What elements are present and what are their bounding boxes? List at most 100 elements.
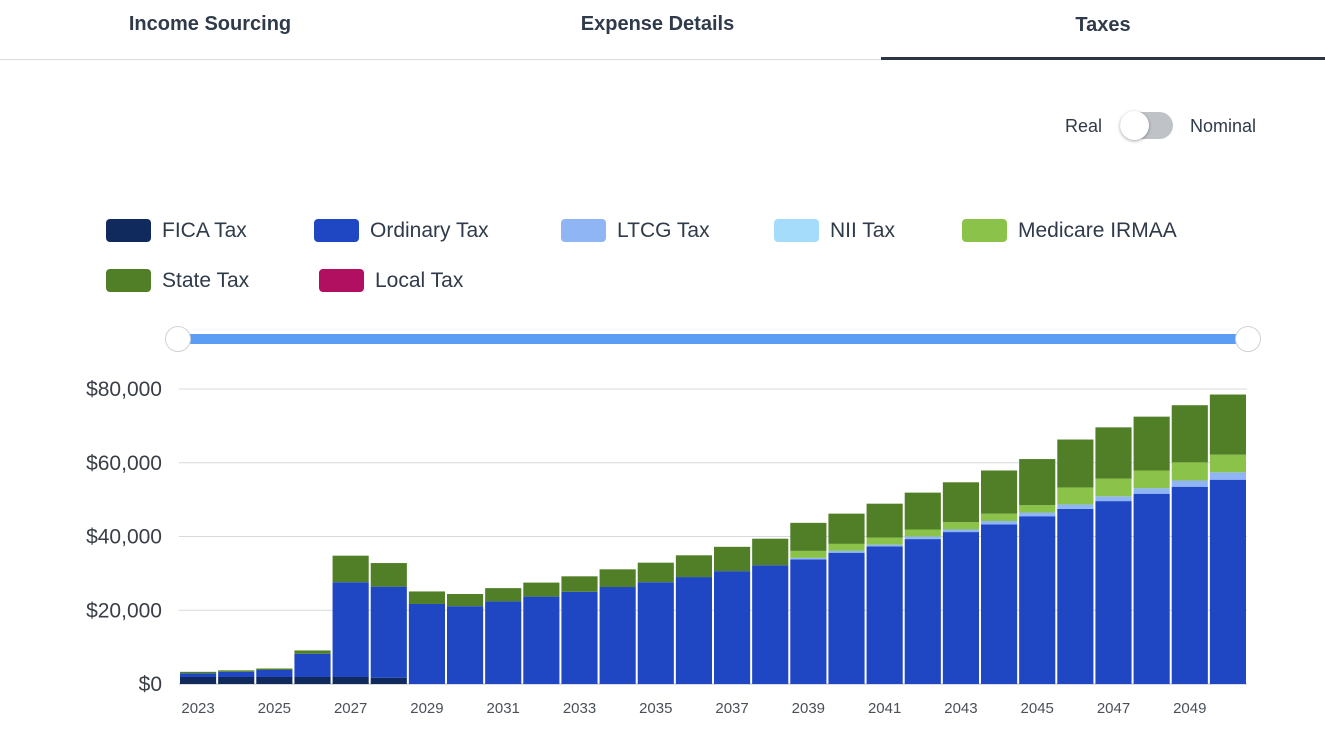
bar-segment-state-tax-2029: [408, 591, 445, 604]
x-axis: 2023 2025 2027 2029 2031 2033 2035 2037 2039 2041…: [181, 700, 1206, 717]
legend-swatch: [106, 219, 151, 242]
bar-segment-state-tax-2040: [828, 513, 865, 544]
legend-label: State Tax: [162, 269, 250, 292]
legend-label: Local Tax: [375, 269, 464, 292]
switch-knob: [1120, 111, 1149, 140]
bar-segment-state-tax-2041: [866, 503, 903, 538]
bar-segment-ordinary-tax-2049: [1171, 486, 1208, 684]
bar-segment-ordinary-tax-2030: [447, 606, 484, 684]
x-tick-label: 2047: [1097, 700, 1130, 717]
bar-segment-state-tax-2048: [1133, 416, 1170, 471]
bar-segment-ordinary-tax-2046: [1057, 508, 1094, 684]
legend-swatch: [319, 269, 364, 292]
bar-segment-ltcg-tax-2040: [828, 550, 865, 553]
x-tick-label: 2023: [181, 700, 214, 717]
bar-segment-medicare-irmaa-2046: [1057, 487, 1094, 505]
bar-segment-ltcg-tax-2043: [942, 529, 979, 533]
tab-taxes[interactable]: Taxes: [881, 0, 1325, 60]
bar-segment-medicare-irmaa-2045: [1019, 505, 1056, 513]
x-tick-label: 2041: [868, 700, 901, 717]
bar-segment-medicare-irmaa-2048: [1133, 470, 1170, 489]
x-tick-label: 2035: [639, 700, 672, 717]
bar-segment-ltcg-tax-2041: [866, 544, 903, 547]
legend-label: LTCG Tax: [617, 219, 710, 242]
nominal-label: Nominal: [1190, 116, 1257, 136]
tax-bar-chart: $0$20,000$40,000$60,000$80,000 2023 2025 2…: [86, 378, 1247, 717]
bar-segment-ltcg-tax-2046: [1057, 504, 1094, 509]
tab-income-sourcing[interactable]: Income Sourcing: [128, 13, 292, 35]
bar-segment-ordinary-tax-2032: [523, 596, 560, 684]
bar-segment-state-tax-2036: [675, 555, 712, 578]
bar-segment-state-tax-2026: [294, 650, 331, 654]
bar-segment-state-tax-2033: [561, 576, 598, 592]
bar-segment-state-tax-2043: [942, 482, 979, 523]
bar-segment-medicare-irmaa-2050: [1209, 454, 1246, 473]
bar-segment-ltcg-tax-2049: [1171, 480, 1208, 487]
y-tick-label: $40,000: [86, 526, 162, 549]
bar-segment-state-tax-2027: [332, 555, 369, 583]
x-tick-label: 2031: [487, 700, 520, 717]
chart-bars: [180, 394, 1246, 684]
bar-segment-state-tax-2028: [370, 563, 407, 587]
tab-expense-details[interactable]: Expense Details: [580, 13, 735, 35]
bar-segment-fica-tax-2024: [218, 676, 255, 684]
bar-segment-state-tax-2034: [599, 569, 636, 588]
bar-segment-fica-tax-2027: [332, 676, 369, 684]
x-tick-label: 2037: [715, 700, 748, 717]
x-tick-label: 2049: [1173, 700, 1206, 717]
bar-segment-medicare-irmaa-2042: [904, 529, 941, 537]
y-tick-label: $60,000: [86, 452, 162, 475]
bar-segment-state-tax-2037: [714, 546, 751, 572]
bar-segment-medicare-irmaa-2044: [981, 513, 1018, 522]
bar-segment-fica-tax-2026: [294, 676, 331, 684]
y-axis: $0 $20,000 $40,000 $60,000 $80,000: [86, 378, 162, 696]
legend-swatch: [962, 219, 1007, 242]
bar-segment-ordinary-tax-2028: [370, 586, 407, 678]
bar-segment-ltcg-tax-2045: [1019, 512, 1056, 517]
bar-segment-fica-tax-2028: [370, 677, 407, 684]
legend-label: FICA Tax: [162, 219, 247, 242]
bar-segment-state-tax-2045: [1019, 459, 1056, 506]
legend-swatch: [774, 219, 819, 242]
bar-segment-fica-tax-2023: [180, 676, 217, 684]
bar-segment-ordinary-tax-2038: [752, 565, 789, 684]
x-tick-label: 2043: [944, 700, 977, 717]
year-range-slider[interactable]: [165, 324, 1263, 354]
bar-segment-ordinary-tax-2034: [599, 587, 636, 684]
bar-segment-ltcg-tax-2050: [1209, 472, 1246, 480]
bar-segment-ordinary-tax-2033: [561, 591, 598, 684]
bar-segment-state-tax-2042: [904, 492, 941, 530]
x-tick-label: 2039: [792, 700, 825, 717]
x-tick-label: 2025: [258, 700, 291, 717]
bar-segment-ordinary-tax-2035: [637, 582, 674, 684]
legend-swatch: [106, 269, 151, 292]
slider-handle-start[interactable]: [165, 326, 191, 352]
bar-segment-state-tax-2044: [981, 470, 1018, 514]
bar-segment-ordinary-tax-2025: [256, 669, 293, 677]
real-nominal-switch[interactable]: [1120, 111, 1173, 140]
bar-segment-medicare-irmaa-2047: [1095, 478, 1132, 497]
bar-segment-medicare-irmaa-2043: [942, 522, 979, 530]
bar-segment-state-tax-2024: [218, 670, 255, 672]
bar-segment-ordinary-tax-2040: [828, 552, 865, 684]
bar-segment-state-tax-2050: [1209, 394, 1246, 455]
legend-label: NII Tax: [830, 219, 895, 242]
slider-rail: [177, 334, 1247, 344]
bar-segment-ordinary-tax-2029: [408, 603, 445, 684]
x-tick-label: 2033: [563, 700, 596, 717]
bar-segment-state-tax-2038: [752, 538, 789, 566]
x-tick-label: 2045: [1021, 700, 1054, 717]
bar-segment-state-tax-2047: [1095, 427, 1132, 479]
bar-segment-ltcg-tax-2044: [981, 521, 1018, 525]
bar-segment-ordinary-tax-2044: [981, 524, 1018, 684]
y-tick-label: $20,000: [86, 599, 162, 622]
bar-segment-medicare-irmaa-2041: [866, 537, 903, 545]
x-tick-label: 2029: [410, 700, 443, 717]
bar-segment-medicare-irmaa-2049: [1171, 462, 1208, 481]
bar-segment-ordinary-tax-2042: [904, 539, 941, 684]
tab-bar: Income Sourcing Expense Details Taxes: [0, 0, 1325, 60]
bar-segment-medicare-irmaa-2040: [828, 543, 865, 551]
bar-segment-ltcg-tax-2039: [790, 557, 827, 560]
y-tick-label: $0: [139, 673, 162, 696]
slider-handle-end[interactable]: [1235, 326, 1261, 352]
